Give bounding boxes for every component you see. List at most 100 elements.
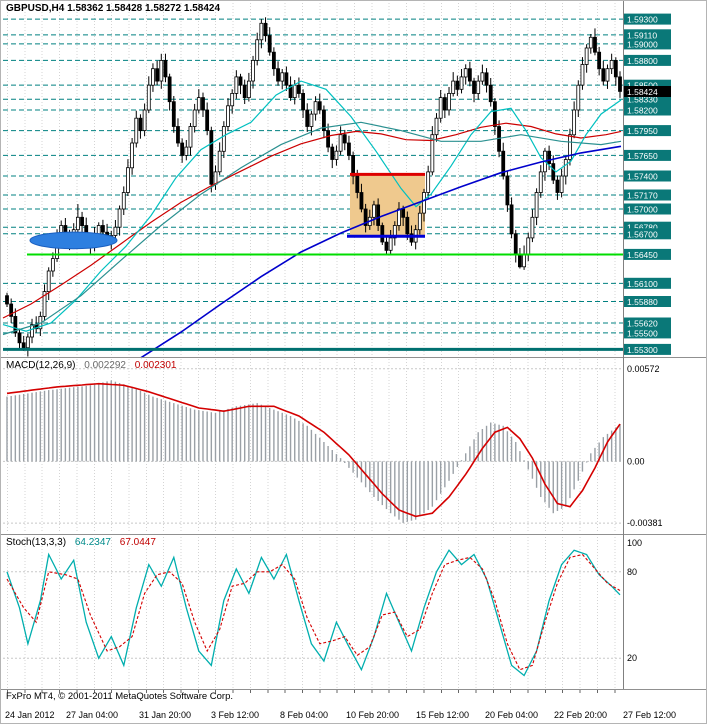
candle (288, 84, 293, 98)
price-level-label: 1.57650 (627, 151, 658, 161)
candle (342, 134, 347, 144)
ma-red (2, 122, 622, 319)
price-level-label: 1.57000 (627, 205, 658, 215)
candle (25, 336, 30, 349)
candle (30, 324, 34, 338)
candle (363, 208, 368, 226)
candle (42, 291, 47, 317)
candle (409, 233, 414, 243)
accumulation-ellipse[interactable] (29, 231, 118, 250)
macd-scale-label: 0.00572 (627, 364, 660, 374)
candle (322, 109, 326, 132)
candle (572, 109, 577, 136)
price-level-label: 1.57170 (627, 191, 658, 201)
candle (613, 60, 618, 78)
macd-panel: 0.00572 0.00 -0.00381 (3, 364, 663, 528)
candle (476, 80, 481, 94)
candle (555, 179, 560, 193)
candle (301, 93, 305, 111)
time-axis-label: 3 Feb 12:00 (211, 710, 259, 720)
stoch-scale-label: 80 (627, 567, 637, 577)
price-level-label: 1.56450 (627, 250, 658, 260)
price-level-lines (3, 18, 623, 334)
candle (326, 130, 330, 148)
stoch-scale-label: 100 (627, 538, 642, 548)
candle (563, 159, 568, 177)
candle (451, 80, 456, 94)
grid (7, 3, 616, 693)
price-level-label: 1.58200 (627, 106, 658, 116)
price-level-label: 1.55620 (627, 319, 658, 329)
moving-averages (2, 80, 622, 359)
macd-scale-label: -0.00381 (627, 518, 663, 528)
candle (480, 72, 485, 82)
candle (192, 109, 197, 127)
candle (155, 68, 160, 82)
stoch-scale-label: 20 (627, 653, 637, 663)
time-axis-label: 10 Feb 20:00 (346, 710, 399, 720)
candle (271, 51, 276, 70)
candle (513, 233, 518, 255)
candle (205, 109, 210, 132)
current-price-badge (624, 86, 671, 97)
candle (463, 68, 468, 78)
candle (534, 192, 539, 218)
time-axis-label: 20 Feb 04:00 (485, 710, 538, 720)
macd-scale-label: 0.00 (627, 456, 645, 466)
candle (46, 270, 51, 293)
price-level-label: 1.56780 (627, 223, 658, 233)
time-axis-label: 22 Feb 20:00 (554, 710, 607, 720)
candle (184, 146, 189, 156)
frame (1, 1, 706, 690)
candle (417, 212, 422, 231)
price-level-label: 1.59110 (627, 30, 657, 40)
current-price-label: 1.58424 (627, 87, 658, 97)
candle (330, 146, 335, 160)
candle (117, 208, 122, 228)
candle (488, 84, 493, 103)
price-level-label: 1.55500 (627, 328, 658, 338)
candle (501, 150, 506, 177)
price-level-label: 1.58800 (627, 56, 658, 66)
candle (196, 97, 201, 111)
candle (226, 105, 230, 127)
candle (113, 226, 118, 236)
time-axis-label: 8 Feb 04:00 (280, 710, 328, 720)
candle (171, 101, 176, 127)
candle (209, 130, 214, 185)
candle (101, 225, 105, 233)
candle (17, 332, 22, 344)
candle (580, 64, 585, 86)
candle (75, 216, 80, 231)
price-level-label: 1.56100 (627, 279, 658, 289)
candle (380, 225, 385, 243)
candle (388, 237, 393, 251)
candle (251, 60, 255, 82)
candle (126, 167, 130, 193)
candle (130, 142, 135, 169)
price-level-label: 1.58330 (627, 95, 658, 105)
candle (292, 84, 297, 98)
candle (163, 60, 168, 78)
price-level-label: 1.57950 (627, 126, 658, 136)
candle (538, 171, 543, 193)
candle (347, 142, 351, 156)
price-level-label: 1.57400 (627, 172, 658, 182)
candle (447, 93, 451, 111)
candle (584, 47, 589, 65)
candle (159, 60, 164, 82)
candle (317, 101, 322, 111)
candle (334, 150, 339, 160)
candle (201, 97, 205, 111)
candle (296, 84, 301, 94)
candle (5, 295, 9, 305)
candle (263, 22, 268, 37)
candle (484, 72, 489, 86)
candle (96, 225, 101, 235)
candle (259, 22, 264, 41)
candle (280, 72, 285, 82)
candle (134, 117, 139, 144)
